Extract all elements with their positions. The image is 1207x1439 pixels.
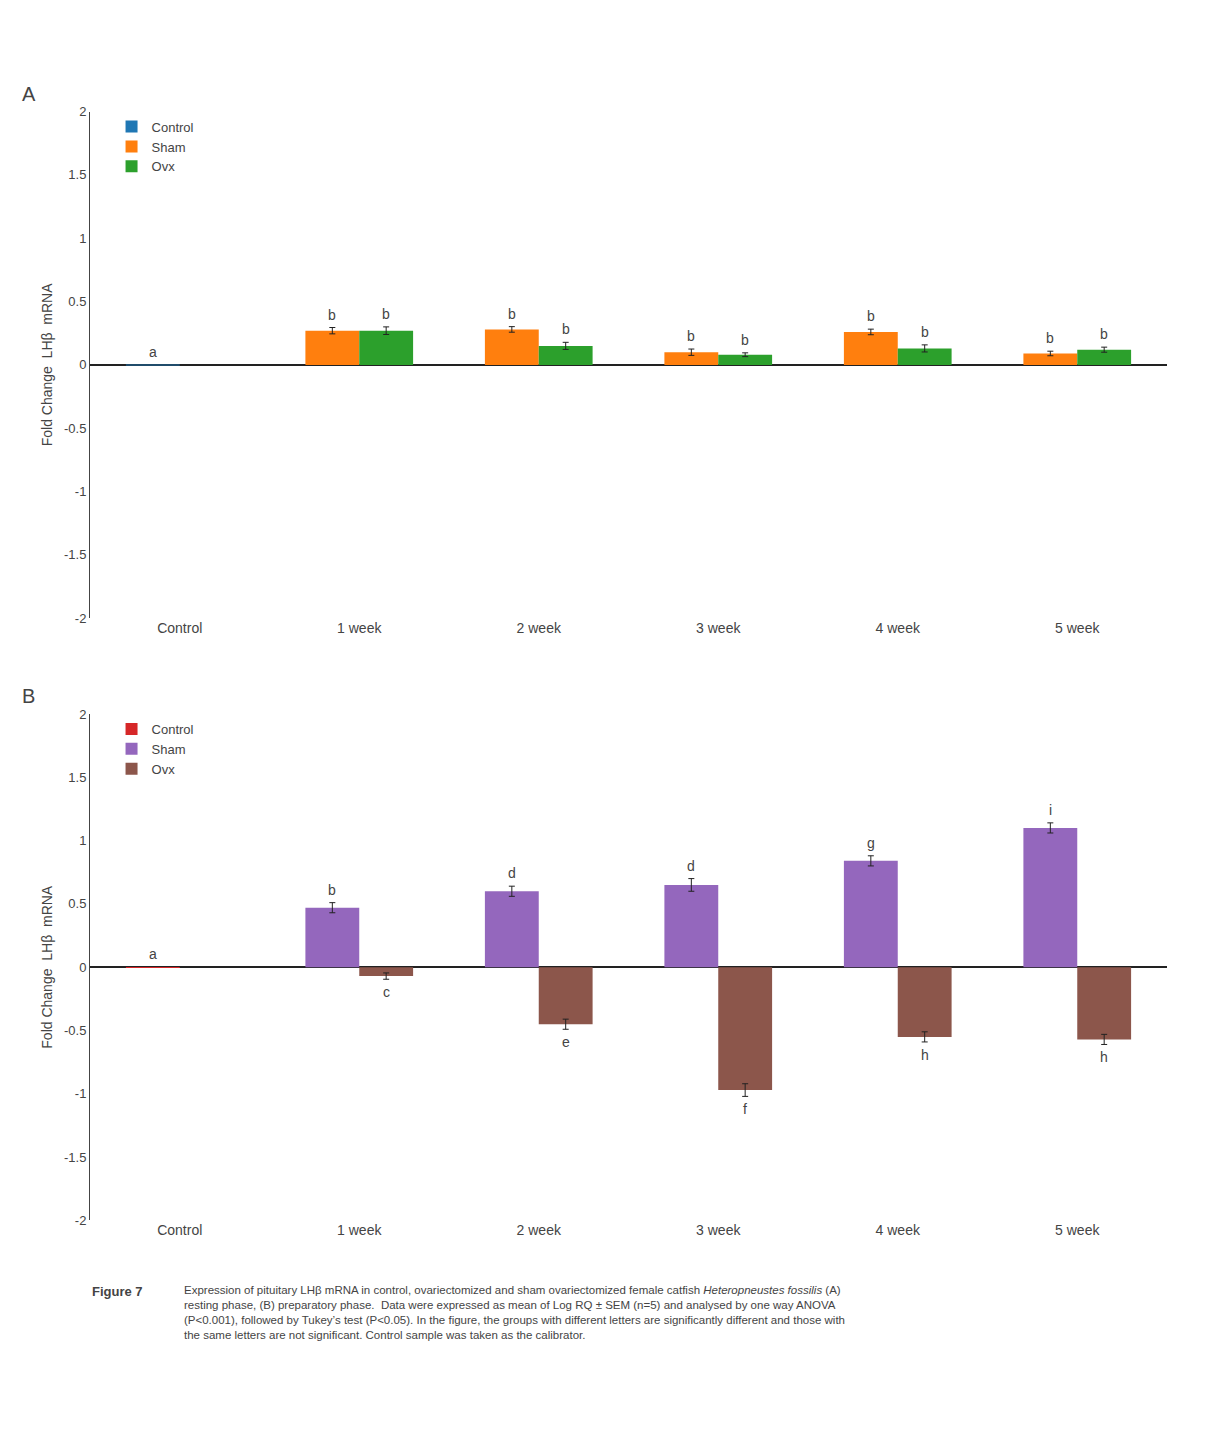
svg-text:Fold Change LHβ mRNA: Fold Change LHβ mRNA bbox=[39, 885, 55, 1049]
svg-text:e: e bbox=[562, 1034, 570, 1050]
svg-text:1 week: 1 week bbox=[337, 1222, 382, 1238]
svg-text:1.5: 1.5 bbox=[68, 167, 86, 182]
svg-text:b: b bbox=[562, 321, 570, 337]
svg-text:1 week: 1 week bbox=[337, 620, 382, 636]
svg-text:Control: Control bbox=[157, 1222, 202, 1238]
svg-text:b: b bbox=[921, 324, 929, 340]
svg-text:a: a bbox=[149, 946, 157, 962]
svg-text:Sham: Sham bbox=[152, 742, 186, 757]
svg-text:b: b bbox=[328, 307, 336, 323]
svg-text:-2: -2 bbox=[75, 611, 87, 626]
svg-text:2 week: 2 week bbox=[517, 1222, 562, 1238]
svg-text:-1.5: -1.5 bbox=[64, 547, 86, 562]
svg-text:5 week: 5 week bbox=[1055, 620, 1100, 636]
svg-text:-1: -1 bbox=[75, 484, 87, 499]
svg-text:g: g bbox=[867, 835, 875, 851]
svg-text:Expression of pituitary LHβ mR: Expression of pituitary LHβ mRNA in cont… bbox=[184, 1284, 845, 1341]
svg-text:3 week: 3 week bbox=[696, 620, 741, 636]
svg-text:-0.5: -0.5 bbox=[64, 1023, 86, 1038]
svg-text:5 week: 5 week bbox=[1055, 1222, 1100, 1238]
svg-text:b: b bbox=[328, 882, 336, 898]
svg-text:b: b bbox=[687, 328, 695, 344]
svg-text:2: 2 bbox=[79, 707, 86, 722]
svg-text:3 week: 3 week bbox=[696, 1222, 741, 1238]
svg-text:2: 2 bbox=[79, 104, 86, 119]
svg-text:Control: Control bbox=[152, 722, 194, 737]
svg-text:Ovx: Ovx bbox=[152, 159, 176, 174]
svg-text:4 week: 4 week bbox=[876, 620, 921, 636]
svg-text:0.5: 0.5 bbox=[68, 896, 86, 911]
svg-text:0.5: 0.5 bbox=[68, 294, 86, 309]
svg-text:1.5: 1.5 bbox=[68, 770, 86, 785]
svg-text:0: 0 bbox=[79, 357, 86, 372]
svg-text:B: B bbox=[22, 685, 35, 707]
svg-text:4 week: 4 week bbox=[876, 1222, 921, 1238]
svg-text:Fold Change LHβ mRNA: Fold Change LHβ mRNA bbox=[39, 283, 55, 447]
svg-text:A: A bbox=[22, 83, 36, 105]
svg-text:-2: -2 bbox=[75, 1213, 87, 1228]
svg-text:b: b bbox=[867, 308, 875, 324]
svg-text:h: h bbox=[1100, 1049, 1108, 1065]
svg-text:2 week: 2 week bbox=[517, 620, 562, 636]
svg-text:-1: -1 bbox=[75, 1086, 87, 1101]
svg-text:h: h bbox=[921, 1047, 929, 1063]
svg-text:-1.5: -1.5 bbox=[64, 1150, 86, 1165]
svg-text:b: b bbox=[508, 306, 516, 322]
svg-text:-0.5: -0.5 bbox=[64, 421, 86, 436]
svg-text:b: b bbox=[382, 306, 390, 322]
svg-text:c: c bbox=[383, 984, 390, 1000]
svg-text:b: b bbox=[741, 332, 749, 348]
svg-text:1: 1 bbox=[79, 231, 86, 246]
svg-text:a: a bbox=[149, 344, 157, 360]
svg-text:Control: Control bbox=[157, 620, 202, 636]
svg-text:Control: Control bbox=[152, 120, 194, 135]
svg-text:Sham: Sham bbox=[152, 140, 186, 155]
svg-text:f: f bbox=[743, 1101, 747, 1117]
svg-text:d: d bbox=[508, 865, 516, 881]
svg-text:Figure 7: Figure 7 bbox=[92, 1284, 143, 1299]
svg-text:d: d bbox=[687, 858, 695, 874]
svg-text:b: b bbox=[1046, 330, 1054, 346]
svg-text:b: b bbox=[1100, 326, 1108, 342]
svg-text:Ovx: Ovx bbox=[152, 762, 176, 777]
svg-text:i: i bbox=[1049, 802, 1052, 818]
svg-text:1: 1 bbox=[79, 833, 86, 848]
svg-text:0: 0 bbox=[79, 960, 86, 975]
